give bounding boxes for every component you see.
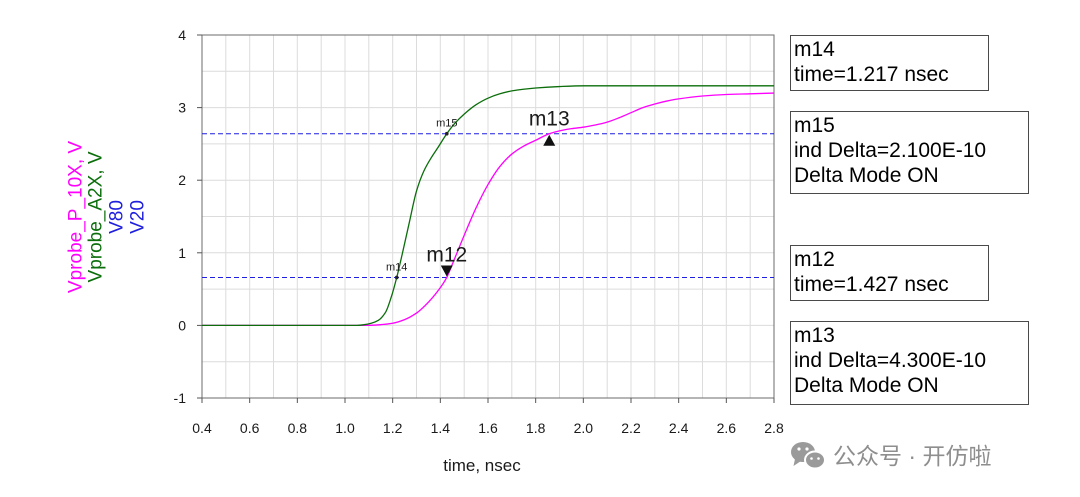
- marker-m15-point: [444, 131, 449, 136]
- x-tick-label: 1.4: [431, 420, 451, 436]
- y-axis-labels: Vprobe_P_10X, V Vprobe_A2X, V V80 V20: [66, 141, 149, 293]
- y-axis-label-vprobe-p-10x-v: Vprobe_P_10X, V: [66, 141, 87, 293]
- wechat-icon-eye: [797, 447, 801, 451]
- grid: [201, 34, 775, 399]
- x-tick-label: 2.6: [717, 420, 737, 436]
- readout-box[interactable]: [790, 321, 1029, 405]
- y-tick-label: 3: [178, 100, 186, 116]
- x-tick-label: 1.2: [383, 420, 403, 436]
- markers: m14 m15 m12 m13: [386, 108, 570, 280]
- y-axis-label-v80: V80: [107, 200, 128, 234]
- series-line-vprobe-p-10x-v: [202, 92, 775, 327]
- readout-box[interactable]: [790, 111, 1029, 194]
- wechat-icon-bubble-small: [804, 450, 826, 470]
- readout-line: Delta Mode ON: [794, 374, 939, 397]
- readout-line: m15: [794, 114, 835, 137]
- y-axis-label-v20: V20: [128, 200, 149, 234]
- y-tick-label: 0: [178, 317, 186, 333]
- marker-m13[interactable]: m13: [529, 108, 570, 146]
- marker-m15-label: m15: [436, 118, 457, 130]
- readout-line: m14: [794, 38, 835, 61]
- readout-line: Delta Mode ON: [794, 164, 939, 187]
- x-tick-label: 0.6: [240, 420, 260, 436]
- marker-m12[interactable]: m12: [426, 243, 467, 277]
- y-tick-label: 2: [178, 172, 186, 188]
- marker-m13-label: m13: [529, 108, 570, 131]
- watermark-text: 公众号 · 开仿啦: [833, 443, 991, 469]
- marker-m14[interactable]: m14: [386, 261, 407, 280]
- marker-m14-label: m14: [386, 261, 407, 273]
- x-tick-label: 1.6: [478, 420, 498, 436]
- readout-line: m12: [794, 248, 835, 271]
- x-axis-title: time, nsec: [443, 456, 521, 475]
- y-tick-label: -1: [174, 390, 187, 406]
- wechat-icon-eye: [810, 457, 813, 460]
- readout-line: m13: [794, 324, 835, 347]
- watermark: 公众号 · 开仿啦: [791, 442, 991, 470]
- x-tick-label: 1.0: [335, 420, 355, 436]
- readout-line: time=1.427 nsec: [794, 273, 949, 296]
- readout-line: ind Delta=2.100E-10: [794, 139, 986, 162]
- series-curves: [202, 85, 775, 327]
- y-tick-label: 4: [178, 27, 186, 43]
- marker-m12-triangle: [440, 265, 453, 277]
- readout-line: time=1.217 nsec: [794, 63, 949, 86]
- readout-line: ind Delta=4.300E-10: [794, 349, 986, 372]
- wechat-icon: [791, 442, 826, 470]
- marker-m15[interactable]: m15: [436, 118, 457, 136]
- wechat-icon-eye: [817, 457, 820, 460]
- series-line-vprobe-a2x-v: [202, 85, 774, 327]
- x-tick-label: 0.4: [192, 420, 212, 436]
- x-tick-label: 0.8: [288, 420, 308, 436]
- x-tick-label: 2.4: [669, 420, 689, 436]
- x-tick-label: 1.8: [526, 420, 546, 436]
- x-tick-label: 2.8: [764, 420, 784, 436]
- y-axis-label-vprobe-a2x-v: Vprobe_A2X, V: [86, 151, 107, 282]
- marker-m12-label: m12: [426, 243, 467, 266]
- x-tick-label: 2.0: [574, 420, 594, 436]
- readout-box[interactable]: [790, 245, 989, 301]
- y-tick-label: 1: [178, 245, 186, 261]
- axes: 0.4 0.6 0.8 1.0 1.2 1.4 1.6 1.8 2.0 2.2 2.4 2.6 2.8 4…: [174, 27, 784, 436]
- x-tick-label: 2.2: [621, 420, 641, 436]
- marker-m13-triangle: [543, 134, 556, 146]
- wechat-icon-eye: [805, 447, 809, 451]
- marker-m14-point: [394, 275, 399, 280]
- reference-lines: [202, 133, 774, 278]
- readout-box[interactable]: [790, 35, 989, 91]
- wechat-icon-bubble-tail: [793, 459, 801, 466]
